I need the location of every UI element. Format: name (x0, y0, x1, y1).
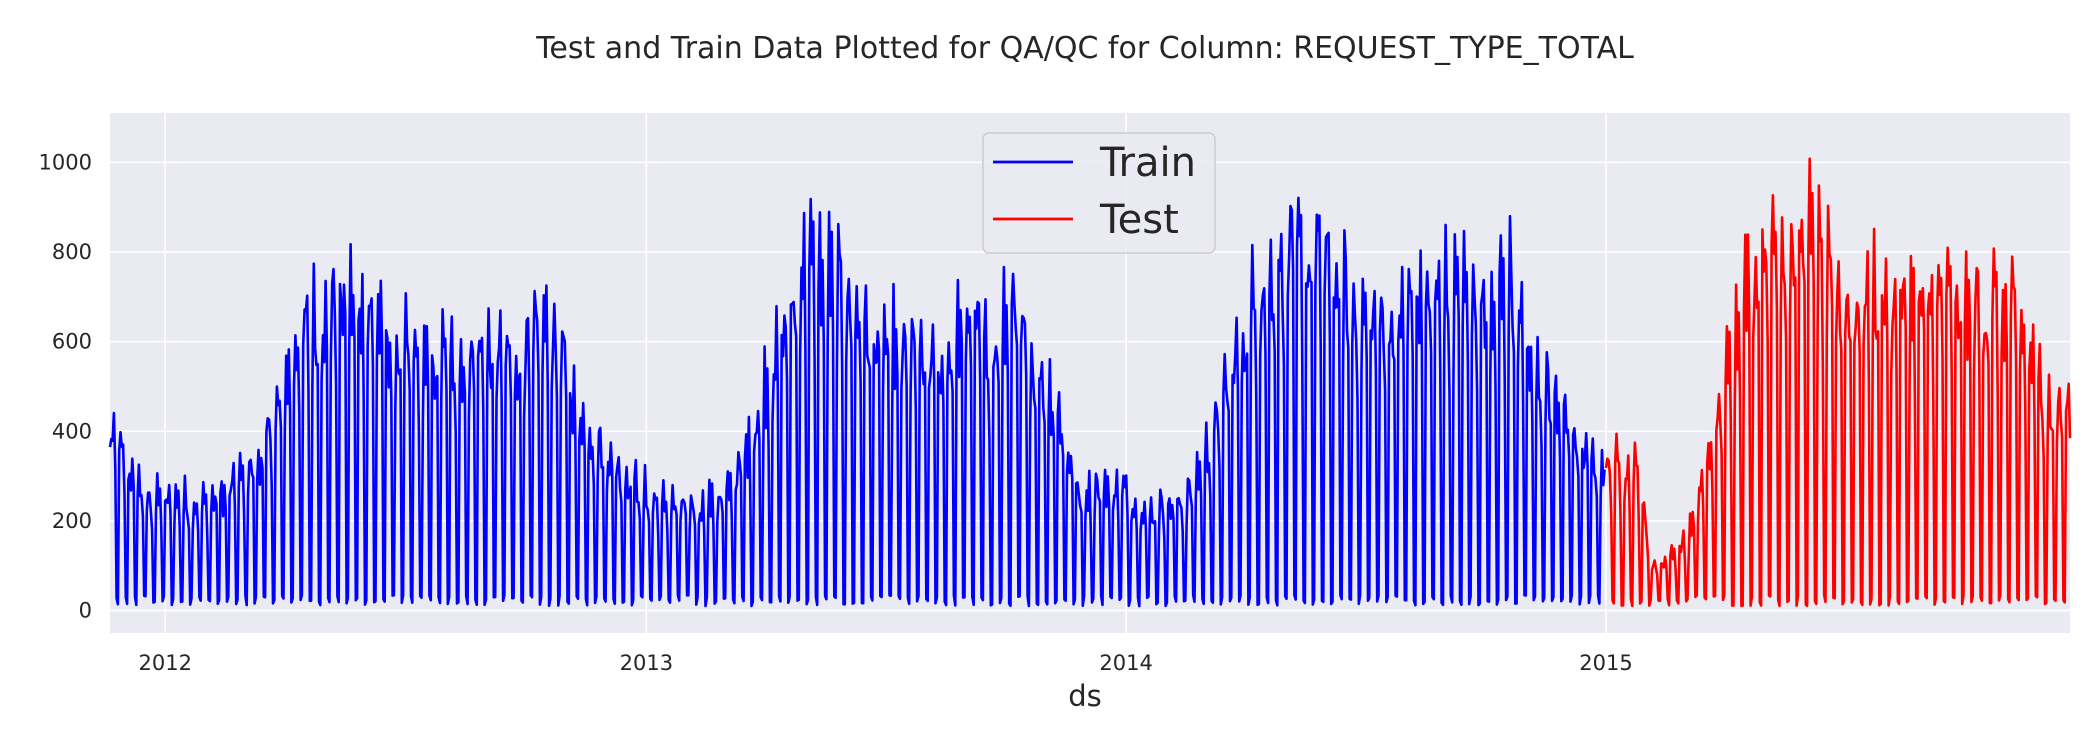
series-line-train (108, 196, 1606, 608)
x-tick-label: 2014 (1099, 651, 1152, 675)
series-line-test (1604, 157, 2072, 608)
y-tick-label: 400 (52, 419, 92, 443)
x-tick-label: 2013 (620, 651, 673, 675)
x-tick-label: 2012 (138, 651, 191, 675)
x-tick-label: 2015 (1579, 651, 1632, 675)
y-tick-label: 600 (52, 330, 92, 354)
y-tick-label: 1000 (39, 150, 92, 174)
series-layer (108, 157, 2072, 608)
chart-title: Test and Train Data Plotted for QA/QC fo… (535, 31, 1634, 66)
y-tick-label: 200 (52, 509, 92, 533)
legend-label: Train (1099, 140, 1196, 186)
x-axis-label: ds (1068, 679, 1102, 713)
y-tick-label: 800 (52, 240, 92, 264)
y-tick-label: 0 (79, 599, 92, 623)
x-axis-ticks: 2012 2013 2014 2015 (138, 651, 1632, 675)
y-axis-ticks: 0 200 400 600 800 1000 (39, 150, 92, 622)
legend: Train Test (982, 132, 1216, 254)
legend-label: Test (1099, 197, 1179, 243)
